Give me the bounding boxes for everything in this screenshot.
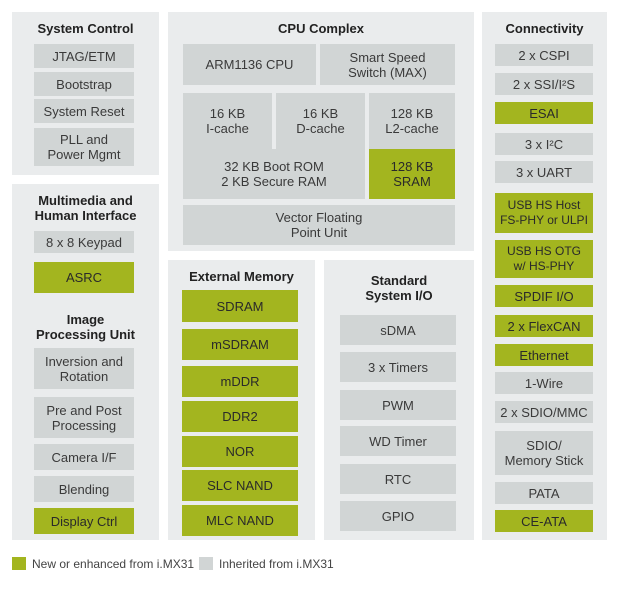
multimedia-title: Multimedia and Human Interface — [34, 193, 137, 223]
ddr2-block: DDR2 — [182, 401, 298, 432]
vector-floating-point-block: Vector Floating Point Unit — [183, 205, 455, 245]
ce-ata-block: CE-ATA — [495, 510, 593, 532]
flexcan-block: 2 x FlexCAN — [495, 315, 593, 337]
legend-new-swatch — [12, 557, 26, 570]
sdma-block: sDMA — [340, 315, 456, 345]
camera-if-block: Camera I/F — [34, 444, 134, 470]
system-control-title: System Control — [37, 21, 134, 36]
ssi-i2s-block: 2 x SSI/I²S — [495, 73, 593, 95]
sram-block: 128 KB SRAM — [369, 149, 455, 199]
asrc-block: ASRC — [34, 262, 134, 293]
dcache-block: 16 KB D-cache — [276, 93, 365, 149]
esai-block: ESAI — [495, 102, 593, 124]
display-ctrl-block: Display Ctrl — [34, 508, 134, 534]
legend-inherited-swatch — [199, 557, 213, 570]
ipu-title: Image Processing Unit — [36, 312, 135, 342]
multimedia-panel: Multimedia and Human Interface 8 x 8 Key… — [12, 184, 159, 540]
rtc-block: RTC — [340, 464, 456, 494]
wd-timer-block: WD Timer — [340, 426, 456, 456]
pata-block: PATA — [495, 482, 593, 504]
one-wire-block: 1-Wire — [495, 372, 593, 394]
cpu-complex-panel: CPU Complex ARM1136 CPU Smart Speed Swit… — [168, 12, 474, 251]
usb-hs-host-block: USB HS Host FS-PHY or ULPI — [495, 193, 593, 233]
gpio-block: GPIO — [340, 501, 456, 531]
uart-block: 3 x UART — [495, 161, 593, 183]
smart-speed-switch-block: Smart Speed Switch (MAX) — [320, 44, 455, 85]
slc-nand-block: SLC NAND — [182, 470, 298, 501]
system-control-panel: System Control JTAG/ETM Bootstrap System… — [12, 12, 159, 175]
spdif-block: SPDIF I/O — [495, 285, 593, 307]
msdram-block: mSDRAM — [182, 329, 298, 360]
pwm-block: PWM — [340, 390, 456, 420]
system-reset-block: System Reset — [34, 99, 134, 123]
pll-power-mgmt-block: PLL and Power Mgmt — [34, 128, 134, 166]
cpu-complex-title: CPU Complex — [278, 21, 364, 36]
bootstrap-block: Bootstrap — [34, 72, 134, 96]
pre-post-processing-block: Pre and Post Processing — [34, 397, 134, 438]
mlc-nand-block: MLC NAND — [182, 505, 298, 536]
standard-io-title: Standard System I/O — [365, 273, 433, 303]
connectivity-panel: Connectivity 2 x CSPI 2 x SSI/I²S ESAI 3… — [482, 12, 607, 540]
mddr-block: mDDR — [182, 366, 298, 397]
l2cache-block: 128 KB L2-cache — [369, 93, 455, 149]
external-memory-panel: External Memory SDRAM mSDRAM mDDR DDR2 N… — [168, 260, 315, 540]
external-memory-title: External Memory — [189, 269, 294, 284]
legend-new-label: New or enhanced from i.MX31 — [32, 557, 195, 571]
connectivity-title: Connectivity — [505, 21, 584, 36]
sdio-memory-stick-block: SDIO/ Memory Stick — [495, 431, 593, 475]
nor-block: NOR — [182, 436, 298, 467]
arm1136-cpu-block: ARM1136 CPU — [183, 44, 316, 85]
boot-rom-block: 32 KB Boot ROM 2 KB Secure RAM — [183, 149, 365, 199]
icache-block: 16 KB I-cache — [183, 93, 272, 149]
ethernet-block: Ethernet — [495, 344, 593, 366]
sdram-block: SDRAM — [182, 290, 298, 322]
standard-io-panel: Standard System I/O sDMA 3 x Timers PWM … — [324, 260, 474, 540]
sdio-mmc-block: 2 x SDIO/MMC — [495, 401, 593, 423]
inversion-rotation-block: Inversion and Rotation — [34, 348, 134, 389]
cspi-block: 2 x CSPI — [495, 44, 593, 66]
i2c-block: 3 x I²C — [495, 133, 593, 155]
blending-block: Blending — [34, 476, 134, 502]
legend-inherited-label: Inherited from i.MX31 — [219, 557, 334, 571]
jtag-etm-block: JTAG/ETM — [34, 44, 134, 68]
timers-block: 3 x Timers — [340, 352, 456, 382]
keypad-block: 8 x 8 Keypad — [34, 231, 134, 253]
usb-hs-otg-block: USB HS OTG w/ HS-PHY — [495, 240, 593, 278]
